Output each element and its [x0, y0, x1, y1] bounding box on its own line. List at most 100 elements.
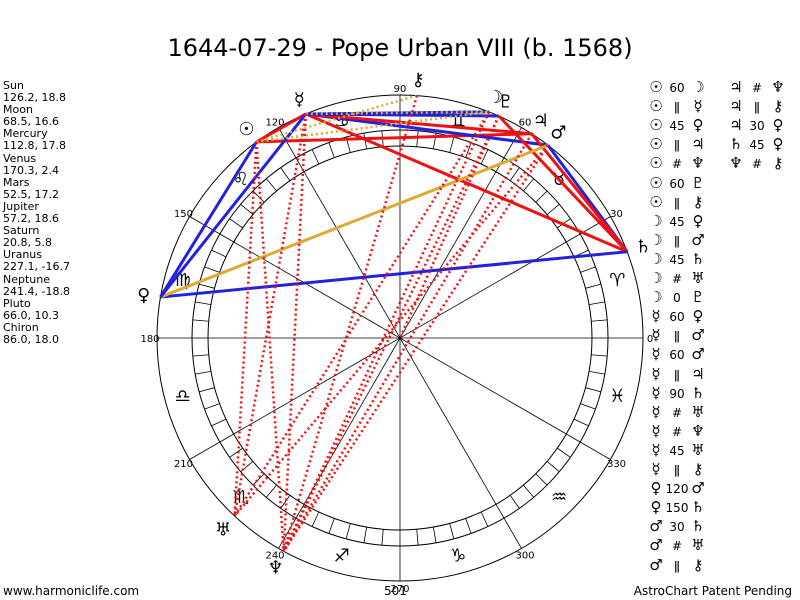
aspect-planet-glyph: ☿	[651, 364, 661, 383]
aspect-planet-glyph: ♃	[729, 78, 743, 96]
aspect-row: ☿ 60 ♂	[648, 345, 706, 363]
aspect-value: #	[671, 405, 683, 420]
degree-tick	[509, 495, 520, 509]
aspect-value: 45	[669, 119, 685, 134]
aspect-row: ☿ ǁ ♃	[648, 365, 706, 383]
planet-name: Mars	[3, 175, 30, 189]
degree-tick	[557, 447, 571, 458]
aspect-planet-glyph: ♄	[691, 383, 705, 402]
aspect-planet-glyph: ☿	[651, 383, 661, 402]
aspect-planet-glyph: ♆	[691, 154, 705, 173]
aspect-planet-glyph: ♆	[771, 78, 785, 96]
planet-coords: 126.2, 18.8	[3, 91, 66, 105]
aspect-value: 90	[669, 386, 685, 401]
aspect-row: ☉ ǁ ☿	[648, 97, 706, 115]
aspect-planet-glyph: ☿	[651, 345, 661, 364]
aspect-line	[233, 111, 491, 517]
degree-tick	[591, 354, 608, 357]
aspect-row: ♂ ǁ ⚷	[648, 556, 706, 574]
degree-tick	[195, 301, 211, 306]
degree-tick	[192, 354, 209, 357]
planet-coords: 68.5, 16.6	[3, 115, 59, 129]
degree-tick	[265, 484, 277, 498]
planet-name: Chiron	[3, 320, 39, 334]
aspect-value: ǁ	[674, 233, 680, 248]
footer-website[interactable]: www.harmoniclife.com	[3, 584, 140, 598]
zodiac-sign-glyph: ♒	[551, 487, 567, 508]
aspect-planet-glyph: ♄	[691, 249, 705, 268]
planet-name: Mercury	[3, 127, 48, 141]
aspect-planet-glyph: ☿	[651, 326, 661, 345]
aspect-row: ♄ 45 ♀	[728, 135, 786, 153]
aspect-value: 60	[669, 310, 685, 325]
aspect-line	[282, 144, 549, 553]
aspect-planet-glyph: ☿	[651, 440, 661, 459]
degree-tick	[546, 461, 560, 473]
aspect-line	[305, 112, 549, 147]
degree-tick	[523, 484, 535, 498]
aspect-value: ǁ	[674, 100, 680, 115]
aspect-value: #	[671, 272, 683, 286]
planet-coords: 241.4, -18.8	[3, 284, 70, 298]
planet-glyph: ⚷	[412, 70, 425, 91]
degree-tick	[589, 370, 605, 375]
degree-label: 210	[174, 459, 193, 470]
planet-coords: 112.8, 17.8	[3, 139, 66, 153]
aspect-line	[497, 114, 629, 253]
aspect-value: 45	[669, 214, 685, 229]
planet-glyph: ☉	[238, 119, 254, 140]
sign-divider	[579, 441, 611, 460]
aspect-line	[256, 110, 490, 144]
aspect-value: 0	[673, 291, 681, 306]
aspect-row: ☉ 45 ♀	[648, 116, 706, 134]
aspect-row: ☉ 60 ☽	[648, 78, 706, 96]
planet-name: Venus	[3, 151, 37, 165]
aspect-planet-glyph: ♄	[691, 498, 705, 517]
aspect-planet-glyph: ☉	[649, 135, 663, 154]
aspect-value: ǁ	[674, 463, 680, 477]
aspect-row: ☿ 60 ♀	[648, 307, 706, 325]
aspect-planet-glyph: ♀	[692, 211, 704, 230]
aspect-row: ☿ ǁ ⚷	[648, 460, 706, 478]
aspect-planet-glyph: ♂	[649, 536, 663, 555]
aspect-row: ♆ # ⚷	[728, 154, 786, 172]
degree-tick	[280, 167, 291, 181]
footer-patent: AstroChart Patent Pending	[633, 584, 792, 598]
planet-coords: 170.3, 2.4	[3, 163, 59, 177]
degree-tick	[211, 249, 227, 258]
zodiac-sign-glyph: ♐	[334, 545, 350, 566]
aspect-row: ♂ # ♅	[648, 536, 706, 554]
aspect-planet-glyph: ⚷	[772, 154, 784, 173]
aspect-line	[233, 144, 549, 517]
degree-tick	[204, 266, 220, 273]
aspect-row: ☿ # ♆	[648, 422, 706, 440]
aspect-planet-glyph: ♀	[772, 135, 784, 154]
degree-tick	[580, 266, 596, 273]
degree-tick	[252, 473, 265, 486]
degree-label: 270	[390, 584, 409, 595]
degree-tick	[280, 495, 291, 509]
degree-tick	[295, 504, 305, 519]
aspect-value: 45	[669, 443, 685, 458]
degree-label: 180	[140, 334, 159, 345]
aspect-value: 30	[669, 520, 685, 535]
footer-number: 501	[384, 584, 407, 598]
aspect-planet-glyph: ☉	[649, 154, 663, 173]
aspect-planet-glyph: ♂	[691, 326, 705, 345]
aspect-value: ǁ	[674, 329, 680, 344]
aspect-line	[282, 111, 491, 552]
aspect-line	[159, 113, 308, 298]
aspect-planet-glyph: ☉	[649, 78, 663, 96]
aspect-line	[282, 133, 533, 552]
aspect-line	[159, 143, 549, 299]
aspect-value: 45	[669, 252, 685, 267]
degree-tick	[535, 473, 548, 486]
degree-tick	[589, 301, 605, 306]
degree-tick	[573, 418, 589, 427]
aspect-planet-glyph: ☽	[649, 249, 663, 268]
aspect-value: ǁ	[674, 195, 680, 210]
degree-tick	[546, 203, 560, 215]
planet-glyph: ☽	[487, 87, 503, 108]
aspect-row: ☽ 0 ♇	[648, 288, 706, 306]
aspect-planet-glyph: ☉	[649, 192, 663, 211]
